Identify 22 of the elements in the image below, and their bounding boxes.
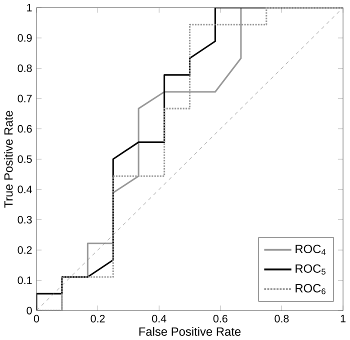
- y-tick-label: 0.6: [18, 125, 32, 133]
- y-axis-title: True Positive Rate: [4, 110, 13, 208]
- x-tick-label: 1: [340, 314, 346, 322]
- x-tick-label: 0.4: [152, 314, 166, 323]
- y-tick-label: 0.9: [18, 34, 32, 42]
- y-tick-label: 0.2: [18, 246, 32, 254]
- x-tick-label: 0: [34, 314, 40, 323]
- x-tick-label: 0.2: [90, 314, 105, 323]
- x-tick-label: 0.6: [213, 314, 228, 323]
- x-axis-title: False Positive Rate: [139, 327, 241, 336]
- y-tick-label: 0.4: [18, 186, 32, 194]
- y-tick-label: 0.5: [18, 155, 32, 164]
- y-tick-label: 0.3: [18, 216, 32, 224]
- y-tick-label: 0: [26, 306, 32, 315]
- legend-label: ROC$_{5}$: [296, 264, 326, 275]
- y-tick-label: 0.8: [18, 64, 32, 72]
- y-tick-label: 1: [27, 4, 32, 12]
- legend-label: ROC$_{4}$: [296, 244, 326, 255]
- legend-label: ROC$_{6}$: [296, 284, 326, 294]
- y-tick-label: 0.1: [18, 276, 32, 284]
- y-tick-label: 0.7: [18, 94, 32, 102]
- x-tick-label: 0.8: [274, 314, 289, 323]
